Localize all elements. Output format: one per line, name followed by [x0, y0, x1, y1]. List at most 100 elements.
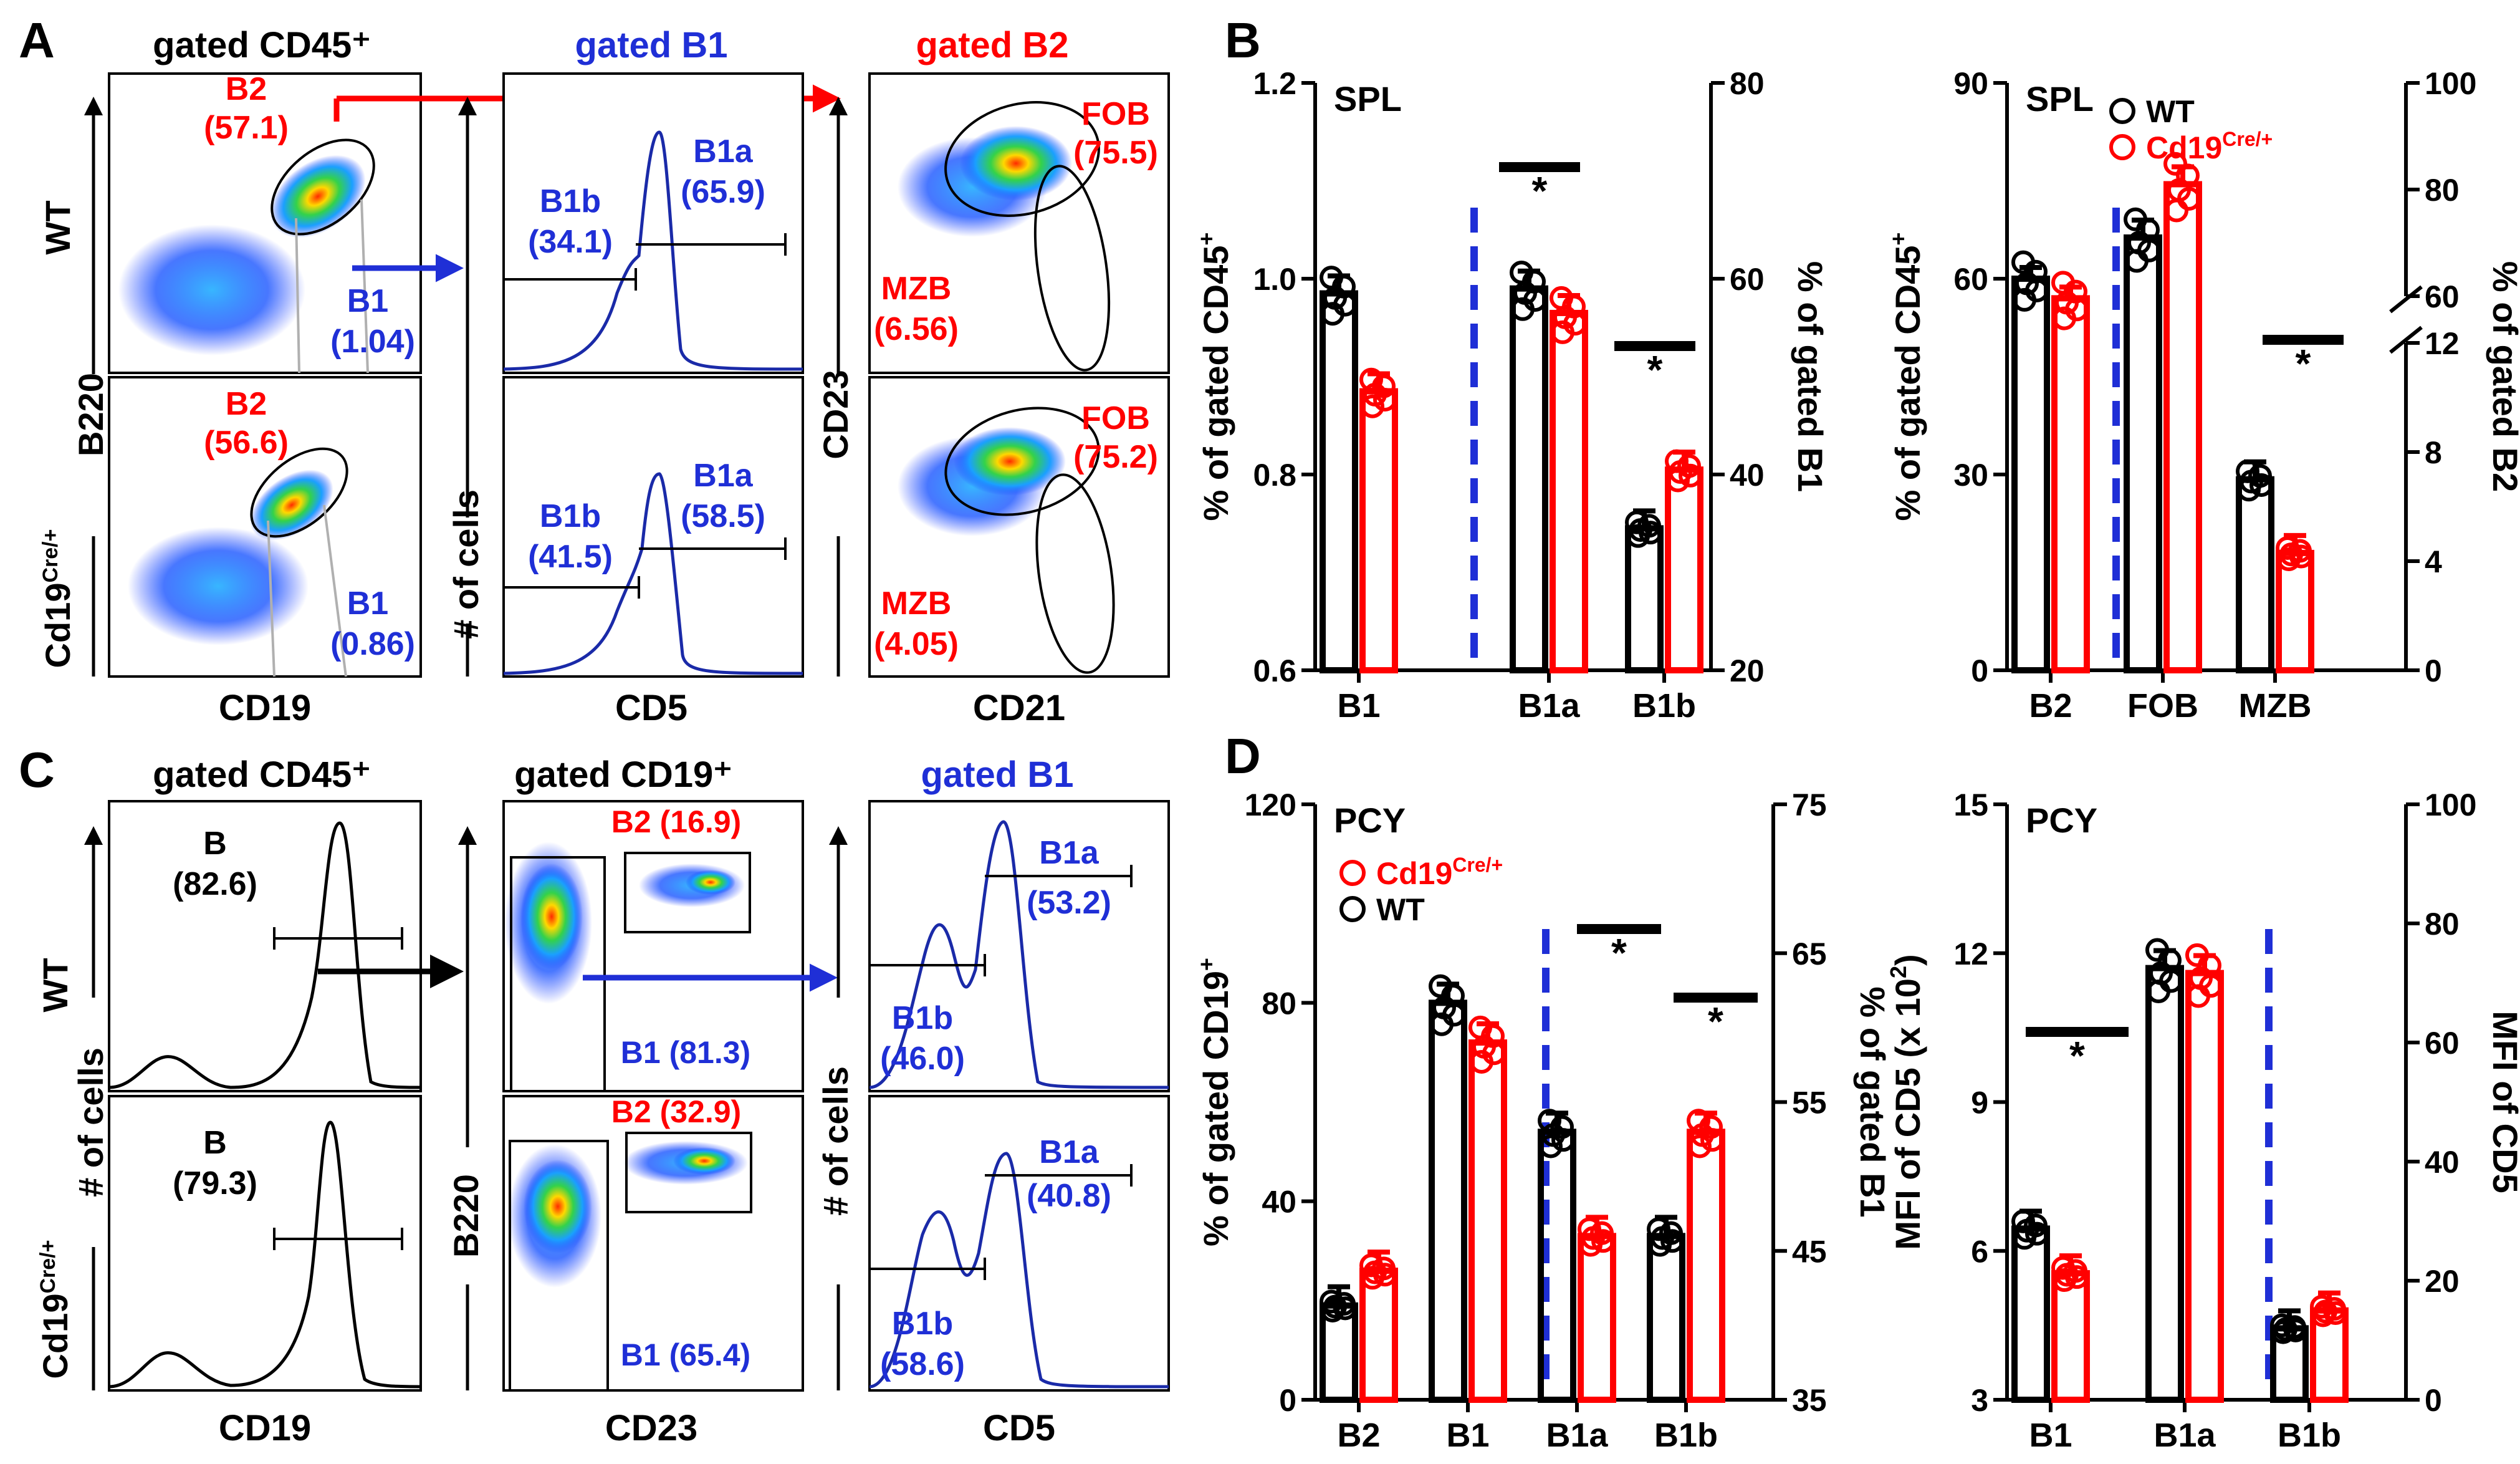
- pop-pct-mzb: (6.56): [874, 311, 959, 347]
- panel-c-cells-label: # of cells: [71, 1047, 110, 1197]
- y-tick-label-right: 0: [2425, 653, 2442, 688]
- significance-star: *: [2069, 1033, 2085, 1078]
- y-tick-label-right: 60: [1730, 262, 1765, 297]
- pop-label-b2: B2 (32.9): [611, 1094, 741, 1129]
- pop-label-b: B: [203, 826, 227, 862]
- bar: [1647, 1233, 1685, 1403]
- data-point: [2163, 152, 2187, 176]
- pop-pct-b1a: (58.5): [681, 498, 765, 534]
- density-cloud: [898, 126, 1072, 536]
- panel-c-title-cd19: gated CD19⁺: [514, 754, 732, 795]
- histogram-curve: [869, 1152, 1169, 1389]
- data-point: [1321, 1298, 1344, 1322]
- y-tick-label-left: 30: [1953, 458, 1988, 493]
- pop-label-b2: B2: [226, 71, 267, 107]
- y-tick-label-right: 80: [1730, 66, 1765, 101]
- y-tick-label-right: 55: [1792, 1086, 1827, 1120]
- pop-label-b1a: B1a: [1039, 835, 1099, 871]
- x-tick-label: B1: [2029, 1417, 2072, 1454]
- data-point: [1430, 1012, 1454, 1036]
- y-tick-label-right: 60: [2425, 279, 2460, 314]
- pop-pct-b1: (1.04): [330, 324, 415, 360]
- bar: [2276, 549, 2314, 673]
- y-tick-label-right: 60: [2425, 1026, 2460, 1061]
- y-tick-label-left: 9: [1971, 1086, 1988, 1120]
- y-tick-label-right: 20: [2425, 1264, 2460, 1299]
- panel-c-label: C: [19, 742, 55, 797]
- y-tick-label-right: 0: [2425, 1383, 2442, 1418]
- histogram-curve: [108, 821, 421, 1089]
- panel-c-title-cd45: gated CD45⁺: [153, 754, 371, 795]
- panel-d-label: D: [1225, 728, 1261, 784]
- pop-label-b1b: B1b: [892, 1000, 953, 1036]
- data-point: [1373, 387, 1397, 412]
- legend-label: Cd19Cre/+: [1376, 854, 1503, 891]
- x-tick-label: B1a: [2153, 1417, 2216, 1454]
- data-point: [1666, 468, 1690, 493]
- y-tick-label-right: 40: [1730, 458, 1765, 493]
- pop-label-b1: B1 (81.3): [621, 1035, 750, 1070]
- histogram-curve: [503, 472, 803, 675]
- significance-star: *: [1647, 347, 1663, 392]
- legend-label-sup: Cre/+: [1452, 854, 1503, 876]
- pop-pct-b1a: (40.8): [1027, 1178, 1111, 1214]
- x-tick-label: MZB: [2239, 687, 2312, 725]
- significance-star: *: [1532, 168, 1548, 213]
- data-point: [1538, 1109, 1561, 1133]
- legend-marker: [1339, 860, 1366, 886]
- x-tick-label: B1b: [2278, 1417, 2341, 1454]
- panel-a-cd23-label: CD23: [816, 370, 855, 459]
- histogram-a-cre-cd5: [502, 376, 804, 678]
- legend-label: WT: [2146, 94, 2195, 129]
- bar: [2163, 181, 2202, 673]
- pop-pct-b2: (56.6): [204, 425, 289, 461]
- pop-pct-b2: (57.1): [204, 110, 289, 146]
- y-axis-label-sup: +: [1885, 233, 1911, 246]
- y-axis-label-part: % of gated CD45: [1888, 246, 1927, 521]
- data-point: [2065, 1265, 2089, 1289]
- data-point: [1539, 1134, 1563, 1158]
- bar: [2011, 276, 2050, 673]
- bar: [2051, 295, 2090, 673]
- data-point: [2249, 473, 2273, 497]
- bar: [1429, 999, 1467, 1404]
- pop-label-b1a: B1a: [693, 133, 753, 170]
- pop-pct-mzb: (4.05): [874, 626, 959, 662]
- data-point: [2177, 186, 2201, 211]
- pop-pct-b1: (0.86): [330, 626, 415, 662]
- chart-title: PCY: [2026, 801, 2097, 840]
- pop-pct-b1a: (65.9): [681, 174, 765, 210]
- gate-b1: [267, 199, 369, 677]
- bar: [1625, 525, 1664, 673]
- panel-c: C gated CD45⁺ gated CD19⁺ gated B1 WT Cd…: [19, 742, 1170, 1448]
- pop-pct-b1b: (46.0): [880, 1041, 965, 1077]
- y-axis-label-part: % of gated CD45: [1196, 246, 1235, 521]
- y-tick-label-left: 6: [1971, 1234, 1988, 1269]
- data-point: [1551, 1128, 1575, 1152]
- x-tick-label: B2: [2029, 687, 2072, 725]
- data-point: [1700, 1128, 1724, 1152]
- x-tick-label: B1b: [1632, 687, 1696, 725]
- pop-pct-fob: (75.2): [1073, 439, 1158, 475]
- y-axis-label-left: % of gated CD19+: [1194, 958, 1235, 1246]
- pop-label-b2: B2: [226, 386, 267, 422]
- pop-pct-b1b: (34.1): [528, 224, 613, 260]
- y-axis-label-left: MFI of CD5 (x 102): [1885, 954, 1927, 1250]
- y-tick-label-right: 75: [1792, 787, 1827, 822]
- data-point: [2013, 287, 2036, 312]
- data-point: [2053, 306, 2076, 330]
- pop-label-b2: B2 (16.9): [611, 804, 741, 839]
- histogram-curve: [869, 820, 1169, 1089]
- pop-label-b1a: B1a: [693, 458, 753, 494]
- bar: [2145, 965, 2184, 1403]
- data-point: [2289, 544, 2313, 569]
- axis-break-mark: [2389, 325, 2423, 354]
- data-point: [2125, 249, 2149, 273]
- panel-c-row-wt: WT: [36, 958, 75, 1012]
- panel-c-cd23-label: CD23: [605, 1408, 697, 1448]
- histogram-c-wt-cd19: [108, 800, 422, 1092]
- bar: [1320, 290, 1358, 673]
- panel-c-row-cre: Cd19Cre/+: [36, 1240, 75, 1379]
